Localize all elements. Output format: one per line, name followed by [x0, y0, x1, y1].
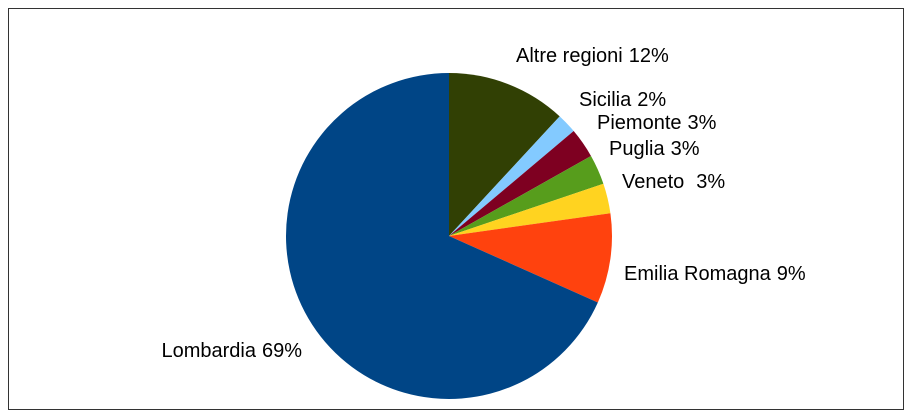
- slice-category: Puglia: [609, 138, 665, 160]
- slice-category: Piemonte: [597, 112, 682, 134]
- pie-slice: [449, 73, 560, 236]
- slice-category: Altre regioni: [516, 45, 623, 67]
- slice-label: Puglia 3%: [609, 138, 700, 160]
- pie-slice: [449, 116, 574, 236]
- slice-label: Veneto 3%: [622, 171, 725, 193]
- pie-slice: [286, 72, 598, 399]
- pie-slice: [449, 213, 612, 303]
- slice-value: 12%: [629, 45, 669, 67]
- slice-label: Altre regioni 12%: [516, 45, 669, 67]
- slice-label: Piemonte 3%: [597, 112, 717, 134]
- slice-label: Sicilia 2%: [579, 89, 666, 111]
- slice-value: 9%: [777, 263, 806, 285]
- slice-label: Emilia Romagna 9%: [624, 263, 806, 285]
- pie-slice: [449, 155, 604, 236]
- slice-category: Sicilia: [579, 89, 632, 111]
- slice-value: 2%: [637, 89, 666, 111]
- slice-category: Veneto: [622, 171, 684, 193]
- slice-value: 3%: [688, 112, 717, 134]
- slice-category: Lombardia: [161, 340, 256, 362]
- slice-category: Emilia Romagna: [624, 263, 772, 285]
- slice-value: 3%: [696, 171, 725, 193]
- slice-label: Lombardia 69%: [161, 340, 302, 362]
- pie-slice: [449, 131, 591, 236]
- slice-value: 69%: [262, 340, 302, 362]
- slice-value: 3%: [671, 138, 700, 160]
- pie-slice: [449, 183, 611, 236]
